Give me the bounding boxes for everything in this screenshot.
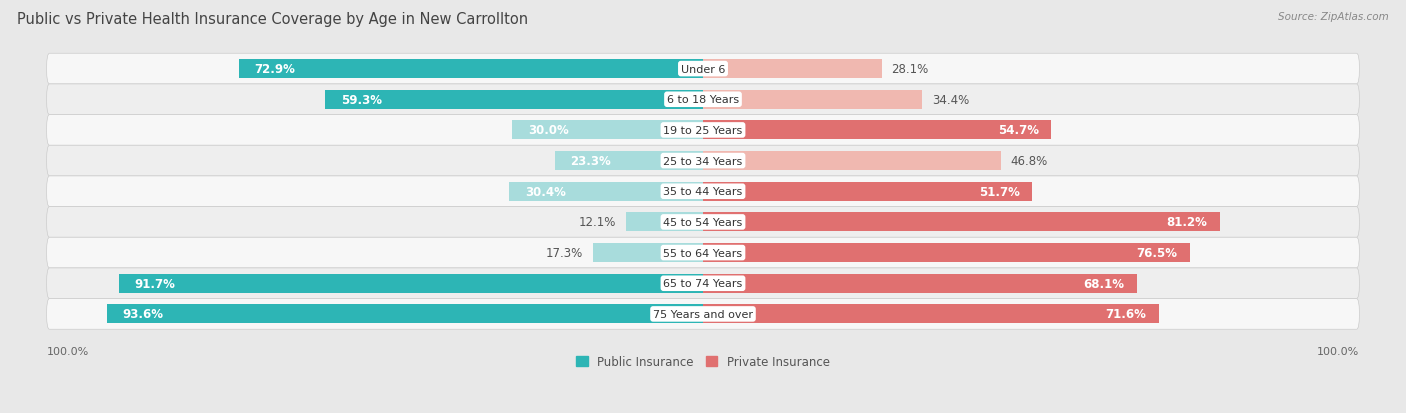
Text: 100.0%: 100.0%: [46, 346, 89, 356]
Text: 65 to 74 Years: 65 to 74 Years: [664, 279, 742, 289]
Text: Under 6: Under 6: [681, 64, 725, 74]
Text: 17.3%: 17.3%: [546, 247, 583, 259]
Text: 71.6%: 71.6%: [1105, 308, 1146, 320]
Text: 28.1%: 28.1%: [891, 63, 929, 76]
Bar: [626, 213, 703, 232]
Text: 100.0%: 100.0%: [1317, 346, 1360, 356]
Text: 51.7%: 51.7%: [979, 185, 1019, 198]
Text: 19 to 25 Years: 19 to 25 Years: [664, 126, 742, 135]
FancyBboxPatch shape: [46, 54, 1360, 85]
Text: 12.1%: 12.1%: [579, 216, 616, 229]
Text: 6 to 18 Years: 6 to 18 Years: [666, 95, 740, 105]
Text: 68.1%: 68.1%: [1083, 277, 1123, 290]
Bar: [703, 182, 1032, 201]
Text: 23.3%: 23.3%: [571, 155, 612, 168]
Bar: [120, 274, 703, 293]
Bar: [325, 90, 703, 109]
Text: 54.7%: 54.7%: [998, 124, 1039, 137]
Bar: [703, 274, 1137, 293]
Text: 93.6%: 93.6%: [122, 308, 163, 320]
Text: 34.4%: 34.4%: [932, 93, 969, 107]
Bar: [509, 182, 703, 201]
Bar: [107, 305, 703, 324]
FancyBboxPatch shape: [46, 85, 1360, 115]
Bar: [512, 121, 703, 140]
Text: 76.5%: 76.5%: [1136, 247, 1178, 259]
Text: 25 to 34 Years: 25 to 34 Years: [664, 156, 742, 166]
FancyBboxPatch shape: [46, 176, 1360, 207]
Text: 35 to 44 Years: 35 to 44 Years: [664, 187, 742, 197]
Text: 30.0%: 30.0%: [527, 124, 568, 137]
Text: 46.8%: 46.8%: [1011, 155, 1047, 168]
Legend: Public Insurance, Private Insurance: Public Insurance, Private Insurance: [571, 350, 835, 373]
Bar: [554, 152, 703, 171]
FancyBboxPatch shape: [46, 207, 1360, 237]
Bar: [703, 213, 1220, 232]
Text: 81.2%: 81.2%: [1167, 216, 1208, 229]
FancyBboxPatch shape: [46, 268, 1360, 299]
Text: 72.9%: 72.9%: [254, 63, 295, 76]
FancyBboxPatch shape: [46, 146, 1360, 176]
Bar: [239, 60, 703, 79]
Bar: [593, 244, 703, 262]
Bar: [703, 121, 1052, 140]
FancyBboxPatch shape: [46, 237, 1360, 268]
Bar: [703, 244, 1191, 262]
Text: 91.7%: 91.7%: [135, 277, 176, 290]
Bar: [703, 305, 1159, 324]
Text: 30.4%: 30.4%: [526, 185, 567, 198]
Text: 55 to 64 Years: 55 to 64 Years: [664, 248, 742, 258]
FancyBboxPatch shape: [46, 115, 1360, 146]
Bar: [703, 152, 1001, 171]
FancyBboxPatch shape: [46, 299, 1360, 330]
Bar: [703, 60, 882, 79]
Bar: [703, 90, 922, 109]
Text: Public vs Private Health Insurance Coverage by Age in New Carrollton: Public vs Private Health Insurance Cover…: [17, 12, 529, 27]
Text: 59.3%: 59.3%: [342, 93, 382, 107]
Text: Source: ZipAtlas.com: Source: ZipAtlas.com: [1278, 12, 1389, 22]
Text: 45 to 54 Years: 45 to 54 Years: [664, 217, 742, 228]
Text: 75 Years and over: 75 Years and over: [652, 309, 754, 319]
